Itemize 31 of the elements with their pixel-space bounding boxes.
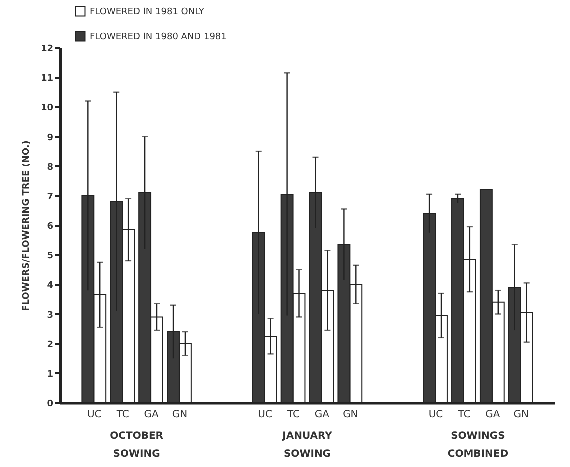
x-tick-label: GN (343, 410, 358, 420)
y-axis-title: FLOWERS/FLOWERING TREE (NO.) (22, 140, 32, 312)
x-tick-label: TC (457, 410, 471, 420)
y-tick-label: 5 (47, 252, 54, 262)
x-tick-label: GA (144, 410, 159, 420)
y-tick-label: 9 (47, 133, 54, 144)
y-tick-label: 6 (47, 222, 54, 232)
x-tick-label: UC (428, 410, 444, 420)
legend-label: FLOWERED IN 1980 AND 1981 (90, 32, 227, 42)
y-tick-label: 2 (47, 340, 54, 350)
y-tick-label: 1 (47, 370, 54, 380)
y-tick-label: 4 (47, 281, 54, 292)
y-tick-label: 8 (47, 162, 54, 173)
text: OCTOBER SOWING (110, 431, 164, 460)
x-tick-label: GA (486, 410, 500, 420)
y-tick-label: 10 (40, 104, 54, 114)
legend-label: FLOWERED IN 1981 ONLY (90, 8, 205, 18)
y-tick-label: 0 (47, 400, 54, 410)
y-tick-label: 12 (40, 44, 54, 54)
x-tick-label: TC (116, 410, 130, 420)
x-tick-label: UC (258, 410, 272, 420)
x-tick-label: GN (514, 410, 529, 420)
x-tick-label: TC (286, 410, 300, 420)
text: JANUARY SOWING (282, 431, 334, 460)
y-tick-label: 3 (47, 310, 54, 321)
y-tick-label: 11 (40, 74, 54, 84)
text: SOWINGS COMBINED (448, 431, 509, 460)
y-tick-label: 7 (47, 192, 54, 202)
x-tick-label: UC (87, 410, 102, 420)
x-tick-label: GA (314, 410, 330, 420)
x-tick-label: GN (172, 410, 188, 420)
